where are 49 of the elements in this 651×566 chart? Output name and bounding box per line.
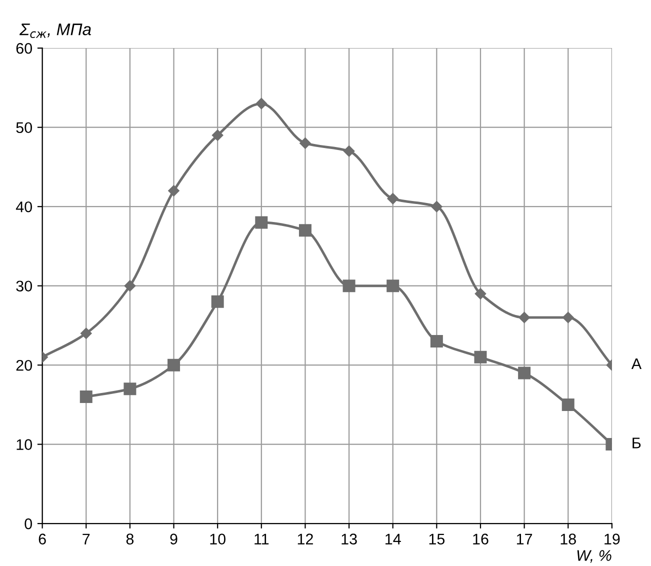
x-tick-label: 18 (560, 534, 576, 544)
x-tick-label: 13 (342, 534, 357, 544)
x-tick-label: 16 (473, 534, 488, 544)
series-label: Б (632, 438, 641, 448)
point (386, 280, 400, 292)
point (298, 224, 312, 237)
point (342, 280, 356, 292)
x-tick-label: 10 (210, 534, 226, 544)
point (518, 366, 531, 380)
x-tick-label: 7 (82, 534, 90, 544)
point (387, 193, 398, 204)
y-tick-label: 30 (16, 280, 32, 292)
x-tick-label: 11 (254, 534, 269, 544)
y-tick-label: 40 (16, 201, 32, 212)
y-tick-label: 20 (16, 360, 32, 371)
point (518, 312, 530, 324)
point (300, 138, 311, 149)
y-tick-label: 0 (24, 518, 32, 530)
y-axis-title: Σ$_{сж}$, МПа (19, 24, 91, 38)
y-tick-label: 60 (16, 42, 32, 54)
point (255, 216, 268, 229)
x-tick-label: 12 (298, 534, 313, 544)
x-tick-label: 14 (386, 534, 401, 544)
point (211, 295, 224, 308)
y-tick-label: 10 (16, 439, 32, 450)
y-tick-label: 50 (16, 122, 32, 134)
point (124, 280, 136, 292)
point (343, 146, 355, 157)
point (431, 200, 442, 212)
x-tick-label: 19 (604, 534, 620, 544)
series-label: А (631, 358, 642, 370)
point (212, 130, 224, 141)
point (256, 98, 268, 110)
point (562, 398, 574, 411)
point (80, 390, 92, 404)
x-tick-label: 8 (126, 534, 134, 544)
x-tick-label: 17 (516, 534, 532, 544)
point (124, 382, 136, 396)
x-tick-label: 6 (38, 534, 46, 544)
point (430, 335, 443, 348)
point (80, 328, 92, 339)
x-tick-label: 9 (170, 534, 178, 544)
point (474, 288, 486, 300)
point (168, 185, 180, 196)
x-axis-title: W, % (577, 550, 612, 563)
point (474, 350, 487, 364)
point (562, 312, 574, 324)
x-tick-label: 15 (429, 534, 445, 544)
point (168, 358, 180, 372)
